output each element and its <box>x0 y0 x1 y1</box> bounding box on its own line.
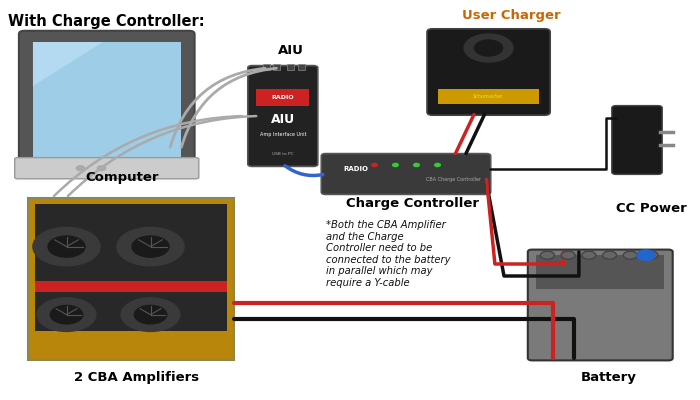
Circle shape <box>561 251 575 259</box>
Circle shape <box>540 251 554 259</box>
FancyBboxPatch shape <box>427 29 550 115</box>
Bar <box>35 282 228 292</box>
Text: RADIO: RADIO <box>272 95 294 100</box>
Circle shape <box>623 251 637 259</box>
Text: With Charge Controller:: With Charge Controller: <box>8 14 205 29</box>
Text: 2 CBA Amplifiers: 2 CBA Amplifiers <box>74 372 199 384</box>
Bar <box>273 64 280 70</box>
Text: AIU: AIU <box>278 44 303 56</box>
FancyBboxPatch shape <box>19 31 195 177</box>
Bar <box>262 64 270 70</box>
Circle shape <box>132 236 169 257</box>
FancyBboxPatch shape <box>248 66 318 166</box>
Circle shape <box>644 251 658 259</box>
FancyBboxPatch shape <box>528 250 673 360</box>
FancyBboxPatch shape <box>33 42 181 160</box>
FancyBboxPatch shape <box>28 198 235 360</box>
Text: Schumacher: Schumacher <box>473 94 504 99</box>
Bar <box>256 89 309 106</box>
Text: Computer: Computer <box>85 172 160 184</box>
Bar <box>287 64 294 70</box>
Text: Charge Controller: Charge Controller <box>346 198 480 210</box>
Circle shape <box>121 298 180 332</box>
Circle shape <box>582 251 596 259</box>
Circle shape <box>475 40 503 56</box>
FancyBboxPatch shape <box>15 158 199 179</box>
Text: RADIO: RADIO <box>343 166 368 172</box>
Bar <box>298 64 304 70</box>
Text: CC Power: CC Power <box>615 202 687 214</box>
Bar <box>438 89 539 104</box>
Text: User Charger: User Charger <box>462 10 560 22</box>
Circle shape <box>76 166 85 171</box>
Circle shape <box>48 236 85 257</box>
Circle shape <box>117 227 184 266</box>
Circle shape <box>33 227 100 266</box>
Circle shape <box>637 250 655 260</box>
Circle shape <box>603 251 617 259</box>
Circle shape <box>464 34 513 62</box>
Circle shape <box>372 163 377 166</box>
Text: CBA Charge Controller: CBA Charge Controller <box>426 177 481 182</box>
Text: USB to PC: USB to PC <box>272 152 293 156</box>
Text: Amp Interface Unit: Amp Interface Unit <box>260 132 306 137</box>
Circle shape <box>97 166 106 171</box>
Text: Battery: Battery <box>581 372 637 384</box>
Bar <box>35 204 228 331</box>
FancyBboxPatch shape <box>612 106 662 174</box>
Bar <box>536 255 664 289</box>
Circle shape <box>50 306 83 324</box>
Circle shape <box>414 163 419 166</box>
FancyBboxPatch shape <box>321 154 491 194</box>
Circle shape <box>393 163 398 166</box>
Circle shape <box>37 298 96 332</box>
Circle shape <box>435 163 440 166</box>
Circle shape <box>134 306 167 324</box>
Text: *Both the CBA Amplifier
and the Charge
Controller need to be
connected to the ba: *Both the CBA Amplifier and the Charge C… <box>326 220 450 288</box>
Polygon shape <box>33 42 103 86</box>
Text: AIU: AIU <box>271 113 295 126</box>
